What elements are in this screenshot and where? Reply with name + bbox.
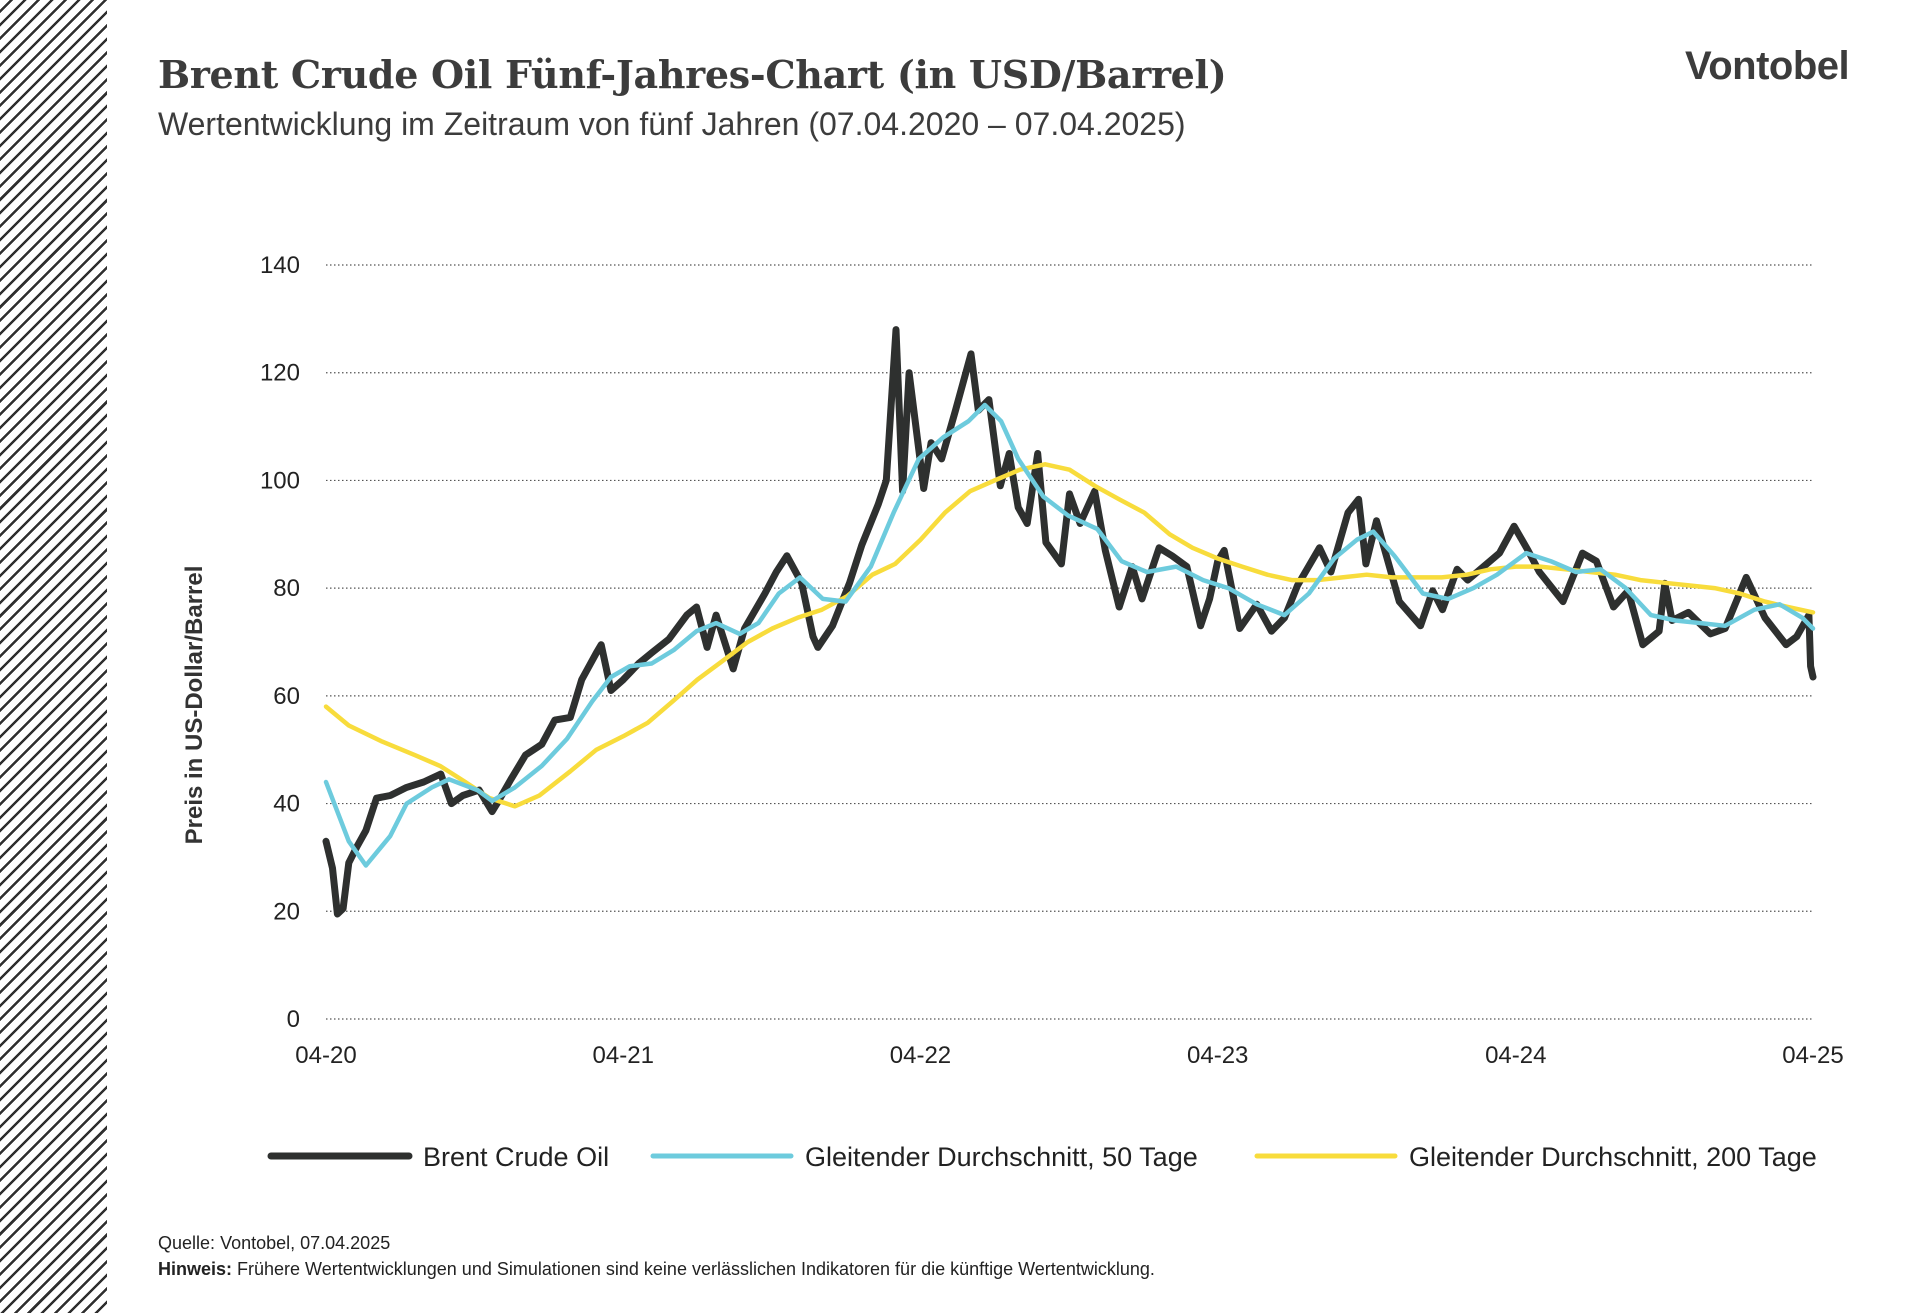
x-tick-label: 04-22 xyxy=(890,1042,951,1069)
x-tick-label: 04-21 xyxy=(593,1042,654,1069)
gridlines xyxy=(326,264,1813,1020)
footer: Quelle: Vontobel, 07.04.2025 Hinweis: Fr… xyxy=(158,1230,1155,1282)
y-tick-label: 20 xyxy=(273,898,300,925)
x-tick-label: 04-25 xyxy=(1782,1042,1843,1069)
disclaimer-line: Hinweis: Frühere Wertentwicklungen und S… xyxy=(158,1256,1155,1282)
legend-item-ma200: Gleitender Durchschnitt, 200 Tage xyxy=(1254,1142,1817,1172)
x-tick-label: 04-23 xyxy=(1187,1042,1248,1069)
y-tick-label: 100 xyxy=(260,467,300,494)
chart-title: Brent Crude Oil Fünf-Jahres-Chart (in US… xyxy=(158,52,1227,97)
x-tick-label: 04-20 xyxy=(295,1042,356,1069)
source-line: Quelle: Vontobel, 07.04.2025 xyxy=(158,1230,1155,1256)
x-tick-label: 04-24 xyxy=(1485,1042,1546,1069)
y-tick-labels: 0 20 40 60 80 100 120 140 xyxy=(260,252,300,1033)
y-tick-label: 120 xyxy=(260,360,300,387)
y-axis-title: Preis in US-Dollar/Barrel xyxy=(181,566,208,845)
note-value: Frühere Wertentwicklungen und Simulation… xyxy=(237,1259,1155,1279)
brand-logo: Vontobel xyxy=(1685,44,1850,88)
legend-label-ma50: Gleitender Durchschnitt, 50 Tage xyxy=(805,1142,1198,1172)
y-tick-label: 0 xyxy=(287,1006,300,1033)
legend-label-brent: Brent Crude Oil xyxy=(423,1142,609,1172)
hatched-side-band xyxy=(0,0,107,1313)
series-lines xyxy=(322,326,1817,918)
x-tick-labels: 04-20 04-21 04-22 04-23 04-24 04-25 xyxy=(295,1042,1843,1069)
chart-subtitle: Wertentwicklung im Zeitraum von fünf Jah… xyxy=(158,106,1186,142)
source-label: Quelle: xyxy=(158,1233,216,1253)
series-line-ma50 xyxy=(323,402,1816,868)
y-tick-label: 140 xyxy=(260,252,300,279)
legend-item-ma50: Gleitender Durchschnitt, 50 Tage xyxy=(650,1142,1198,1172)
legend-label-ma200: Gleitender Durchschnitt, 200 Tage xyxy=(1409,1142,1817,1172)
y-tick-label: 60 xyxy=(273,683,300,710)
legend-item-brent: Brent Crude Oil xyxy=(267,1142,609,1172)
series-line-brent xyxy=(322,326,1817,918)
legend: Brent Crude Oil Gleitender Durchschnitt,… xyxy=(267,1142,1817,1172)
note-label: Hinweis: xyxy=(158,1259,233,1279)
y-tick-label: 80 xyxy=(273,575,300,602)
y-tick-label: 40 xyxy=(273,791,300,818)
source-value: Vontobel, 07.04.2025 xyxy=(220,1233,391,1253)
